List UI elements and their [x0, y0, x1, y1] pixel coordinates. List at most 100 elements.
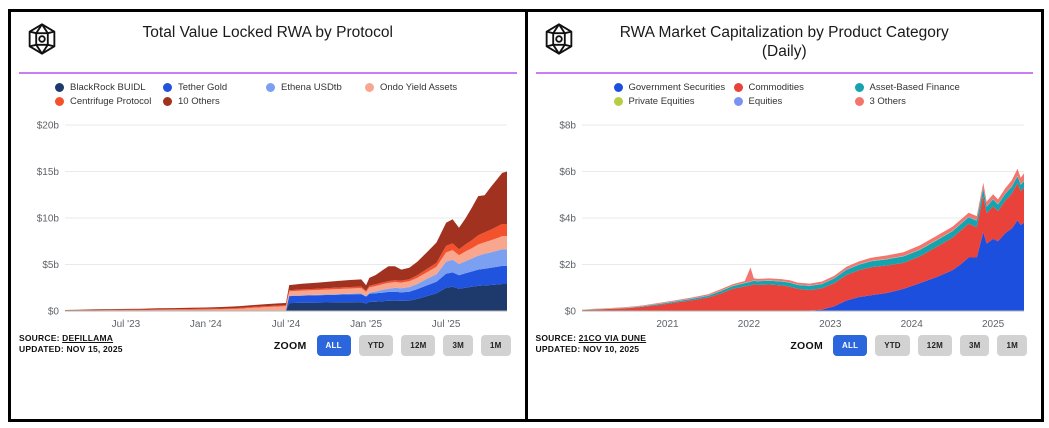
legend-dot-centrifuge-protocol: [55, 97, 64, 106]
y-axis-label: $5b: [42, 260, 59, 271]
source-link[interactable]: 21CO VIA DUNE: [578, 333, 647, 343]
zoom-button-1m[interactable]: 1M: [997, 335, 1027, 356]
source-label: SOURCE:: [535, 333, 577, 343]
marketcap-header: RWA Market Capitalization by Product Cat…: [528, 12, 1042, 66]
marketcap-footer: SOURCE: 21CO VIA DUNE UPDATED: NOV 10, 2…: [528, 333, 1042, 356]
x-axis-label: 2023: [819, 319, 842, 330]
tvl-panel: Total Value Locked RWA by Protocol Black…: [11, 12, 528, 419]
x-axis-label: Jul '25: [432, 319, 461, 330]
legend-label: Ethena USDtb: [281, 82, 342, 93]
tvl-title-text: Total Value Locked RWA by Protocol: [142, 24, 393, 41]
y-axis-label: $0: [564, 307, 576, 318]
legend-item-tether-gold[interactable]: Tether Gold: [163, 82, 266, 93]
legend-item-centrifuge-protocol[interactable]: Centrifuge Protocol: [55, 96, 163, 107]
area-series-commodities: [581, 183, 1024, 311]
zoom-label: ZOOM: [273, 339, 307, 352]
x-axis-label: Jan '24: [190, 319, 222, 330]
area-series-10-others: [65, 171, 507, 311]
legend-dot-blackrock-buidl: [55, 83, 64, 92]
legend-dot-ethena-usdtb: [266, 83, 275, 92]
x-axis-label: 2022: [737, 319, 760, 330]
tvl-stacked-area-chart[interactable]: $0 $5b $10b $15b $20b Jul '23 Jan '24 Jul '24 Ja…: [13, 113, 518, 335]
legend-label: Tether Gold: [178, 82, 228, 93]
page-title: RWA Market Capitalization by Product Cat…: [528, 24, 1042, 61]
marketcap-subtitle-text: (Daily): [761, 42, 807, 60]
legend-label: BlackRock BUIDL: [70, 82, 146, 93]
area-series-tether-gold: [65, 265, 507, 311]
zoom-button-all[interactable]: ALL: [316, 335, 351, 356]
rwa-xyz-logo-icon: [25, 22, 59, 61]
purple-divider: [19, 72, 517, 74]
page-title: Total Value Locked RWA by Protocol: [11, 24, 525, 43]
y-axis-label: $10b: [37, 214, 60, 225]
legend-dot-asset-based-finance: [854, 83, 864, 92]
y-axis-label: $20b: [37, 121, 60, 132]
legend-label: Ondo Yield Assets: [380, 82, 458, 93]
tvl-source-block: SOURCE: DEFILLAMA UPDATED: NOV 15, 2025: [19, 333, 123, 356]
legend-label: 3 Others: [869, 96, 906, 107]
zoom-button-ytd[interactable]: YTD: [875, 335, 910, 356]
zoom-button-1m[interactable]: 1M: [480, 335, 511, 356]
tvl-legend: BlackRock BUIDL Tether Gold Ethena USDtb On…: [11, 82, 525, 107]
area-series-government-securities: [581, 220, 1024, 311]
area-series-3-others: [581, 168, 1024, 310]
legend-label: Asset-Based Finance: [869, 82, 960, 93]
x-axis-label: Jul '23: [112, 319, 141, 330]
purple-divider: [535, 72, 1033, 74]
source-link[interactable]: DEFILLAMA: [62, 333, 114, 343]
legend-label: Equities: [748, 96, 783, 107]
source-label: SOURCE:: [19, 333, 60, 343]
y-axis-label: $4b: [559, 214, 576, 225]
legend-item-equities[interactable]: Equities: [733, 96, 855, 107]
legend-dot-tether-gold: [163, 83, 172, 92]
y-axis-label: $6b: [559, 167, 576, 178]
marketcap-panel: RWA Market Capitalization by Product Cat…: [527, 12, 1042, 419]
legend-label: Commodities: [748, 82, 804, 93]
area-series-blackrock-buidl: [65, 284, 507, 311]
x-axis-label: 2025: [981, 319, 1004, 330]
legend-label: 10 Others: [178, 96, 220, 107]
legend-item-3-others[interactable]: 3 Others: [854, 96, 1042, 107]
legend-item-private-equities[interactable]: Private Equities: [613, 96, 734, 107]
legend-label: Government Securities: [628, 82, 726, 93]
updated-label: UPDATED: NOV 10, 2025: [535, 344, 640, 355]
y-axis-label: $8b: [559, 121, 576, 132]
tvl-header: Total Value Locked RWA by Protocol: [11, 12, 525, 66]
legend-label: Centrifuge Protocol: [70, 96, 152, 107]
updated-label: UPDATED: NOV 15, 2025: [19, 344, 123, 355]
legend-dot-10-others: [163, 97, 172, 106]
tvl-zoom-control: ZOOM ALL YTD 12M 3M 1M: [274, 335, 511, 356]
zoom-button-ytd[interactable]: YTD: [358, 335, 394, 356]
x-axis-label: 2024: [900, 319, 923, 330]
zoom-button-12m[interactable]: 12M: [917, 335, 952, 356]
y-axis-label: $2b: [559, 260, 576, 271]
legend-item-ondo-yield-assets[interactable]: Ondo Yield Assets: [365, 82, 525, 93]
chart-frame: Total Value Locked RWA by Protocol Black…: [8, 9, 1044, 422]
y-axis-label: $15b: [37, 167, 60, 178]
area-series-asset-based-finance: [581, 176, 1024, 311]
zoom-buttons: ALL YTD 12M 3M 1M: [316, 335, 511, 356]
legend-item-10-others[interactable]: 10 Others: [163, 96, 266, 107]
tvl-footer: SOURCE: DEFILLAMA UPDATED: NOV 15, 2025 …: [11, 333, 525, 356]
y-axis-label: $0: [48, 307, 60, 318]
x-axis-label: 2021: [656, 319, 679, 330]
rwa-xyz-logo-icon: [542, 22, 576, 61]
legend-item-asset-based-finance[interactable]: Asset-Based Finance: [854, 82, 1042, 93]
legend-dot-ondo-yield-assets: [365, 83, 374, 92]
zoom-button-12m[interactable]: 12M: [401, 335, 436, 356]
marketcap-title-text: RWA Market Capitalization by Product Cat…: [619, 24, 949, 41]
x-axis-label: Jan '25: [350, 319, 382, 330]
legend-item-commodities[interactable]: Commodities: [733, 82, 855, 93]
legend-item-government-securities[interactable]: Government Securities: [613, 82, 734, 93]
zoom-button-3m[interactable]: 3M: [959, 335, 990, 356]
legend-dot-private-equities: [613, 97, 623, 106]
legend-item-blackrock-buidl[interactable]: BlackRock BUIDL: [55, 82, 163, 93]
zoom-buttons: ALL YTD 12M 3M 1M: [833, 335, 1027, 356]
legend-dot-3-others: [854, 97, 864, 106]
zoom-button-all[interactable]: ALL: [833, 335, 868, 356]
zoom-button-3m[interactable]: 3M: [443, 335, 473, 356]
legend-item-ethena-usdtb[interactable]: Ethena USDtb: [266, 82, 365, 93]
marketcap-source-block: SOURCE: 21CO VIA DUNE UPDATED: NOV 10, 2…: [536, 333, 647, 356]
marketcap-stacked-area-chart[interactable]: $0 $2b $4b $6b $8b 2021 2022 2023 2024 2025: [530, 113, 1035, 335]
